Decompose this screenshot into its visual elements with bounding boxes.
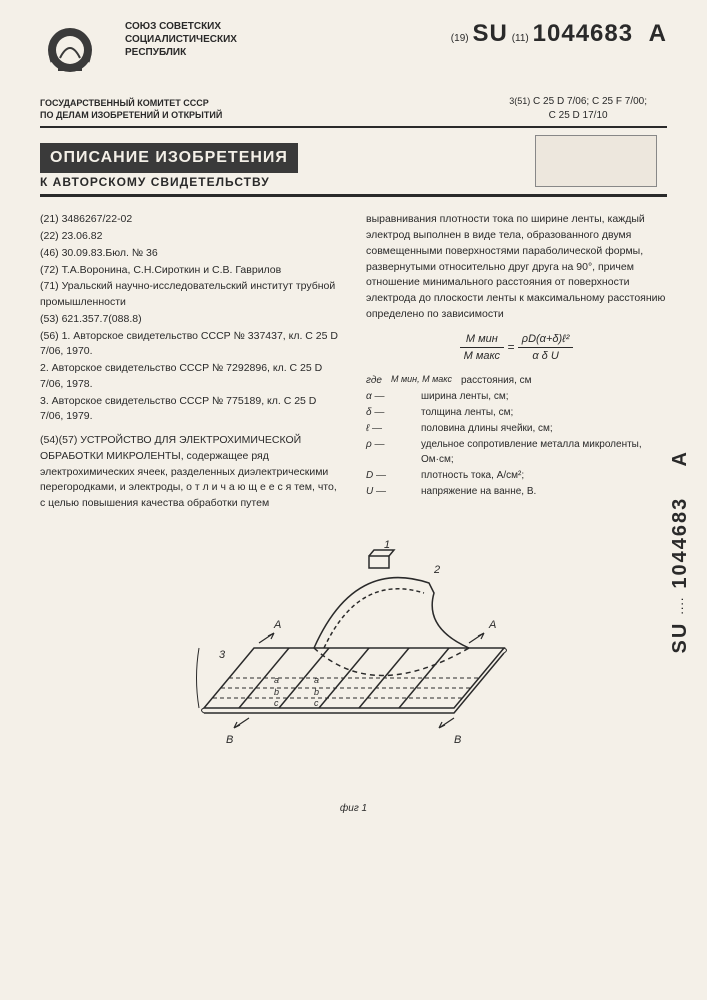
svg-text:a: a <box>274 675 279 685</box>
union-text: СОЮЗ СОВЕТСКИХ СОЦИАЛИСТИЧЕСКИХ РЕСПУБЛИ… <box>125 20 451 59</box>
doc-prefix: (19) <box>451 33 469 44</box>
class-prefix: 3(51) <box>509 96 530 106</box>
patent-page: СОЮЗ СОВЕТСКИХ СОЦИАЛИСТИЧЕСКИХ РЕСПУБЛИ… <box>0 0 707 1000</box>
where-sym-6: U — <box>366 484 421 499</box>
svg-text:a: a <box>314 675 319 685</box>
svg-text:c: c <box>314 698 319 708</box>
figure-area: 3 2 1 B B A A a a b b c c фиг 1 <box>0 528 707 814</box>
field-53: (53) 621.357.7(088.8) <box>40 312 341 328</box>
doc-num: 1044683 <box>533 20 633 47</box>
field-56-2: 2. Авторское свидетельство СССР № 729289… <box>40 361 341 393</box>
svg-text:b: b <box>314 687 319 697</box>
class-line-2: С 25 D 17/10 <box>549 110 608 121</box>
header: СОЮЗ СОВЕТСКИХ СОЦИАЛИСТИЧЕСКИХ РЕСПУБЛИ… <box>0 0 707 83</box>
side-num: 1044683 <box>669 497 691 589</box>
where-sym-1: α — <box>366 389 421 404</box>
where-row: U — напряжение на ванне, В. <box>366 484 667 499</box>
where-def-1: ширина ленты, см; <box>421 389 667 404</box>
figure-1-drawing: 3 2 1 B B A A a a b b c c <box>174 528 534 798</box>
where-prefix: где <box>366 373 391 388</box>
where-sym-2: δ — <box>366 405 421 420</box>
field-71: (71) Уральский научно-исследовательский … <box>40 279 341 311</box>
emblem-area <box>40 20 110 83</box>
para-1: выравнивания плотности тока по ширине ле… <box>366 212 667 322</box>
svg-text:A: A <box>488 619 496 631</box>
lhs-num: М мин <box>460 331 504 349</box>
left-column: (21) 3486267/22-02 (22) 23.06.82 (46) 30… <box>40 212 341 513</box>
title-main: ОПИСАНИЕ ИЗОБРЕТЕНИЯ <box>40 143 298 173</box>
side-sub: .... <box>675 596 685 614</box>
formula-rhs: ρD(α+δ)ℓ² α δ U <box>518 331 574 365</box>
union-line-1: СОЮЗ СОВЕТСКИХ <box>125 20 451 33</box>
figure-label: фиг 1 <box>0 803 707 814</box>
formula-lhs: М мин М макс <box>460 331 504 365</box>
field-56-3: 3. Авторское свидетельство СССР № 775189… <box>40 394 341 426</box>
where-def-3: половина длины ячейки, см; <box>421 421 667 436</box>
field-21: (21) 3486267/22-02 <box>40 212 341 228</box>
svg-text:1: 1 <box>384 539 390 551</box>
where-sym-3: ℓ — <box>366 421 421 436</box>
side-suffix: A <box>669 450 691 466</box>
rhs-den: α δ U <box>518 348 574 365</box>
field-72: (72) Т.А.Воронина, С.Н.Сироткин и С.В. Г… <box>40 263 341 279</box>
union-line-2: СОЦИАЛИСТИЧЕСКИХ <box>125 33 451 46</box>
where-sym-0: M мин, М макс <box>391 373 461 388</box>
svg-text:c: c <box>274 698 279 708</box>
where-row: α — ширина ленты, см; <box>366 389 667 404</box>
rhs-num: ρD(α+δ)ℓ² <box>518 331 574 349</box>
svg-text:2: 2 <box>433 564 440 576</box>
where-row: ρ — удельное сопротивление металла микро… <box>366 437 667 467</box>
columns: (21) 3486267/22-02 (22) 23.06.82 (46) 30… <box>40 212 667 513</box>
side-su: SU <box>669 622 691 654</box>
svg-text:B: B <box>454 734 461 746</box>
where-row: ℓ — половина длины ячейки, см; <box>366 421 667 436</box>
stamp-box <box>535 135 657 187</box>
where-def-0: расстояния, см <box>461 373 667 388</box>
field-56-1: (56) 1. Авторское свидетельство СССР № 3… <box>40 329 341 361</box>
divider-title <box>40 194 667 197</box>
where-sym-4: ρ — <box>366 437 421 467</box>
field-22: (22) 23.06.82 <box>40 229 341 245</box>
field-46: (46) 30.09.83.Бюл. № 36 <box>40 246 341 262</box>
lhs-den: М макс <box>460 348 504 365</box>
where-def-2: толщина ленты, см; <box>421 405 667 420</box>
classification: 3(51) С 25 D 7/06; С 25 F 7/00; С 25 D 1… <box>509 95 647 123</box>
union-line-3: РЕСПУБЛИК <box>125 46 451 59</box>
where-sym-5: D — <box>366 468 421 483</box>
where-row: D — плотность тока, А/см²; <box>366 468 667 483</box>
class-line-1: С 25 D 7/06; С 25 F 7/00; <box>533 96 647 107</box>
field-54: (54)(57) УСТРОЙСТВО ДЛЯ ЭЛЕКТРОХИМИЧЕСКО… <box>40 433 341 512</box>
ussr-emblem-icon <box>40 20 100 80</box>
formula: М мин М макс = ρD(α+δ)ℓ² α δ U <box>366 331 667 365</box>
where-row: δ — толщина ленты, см; <box>366 405 667 420</box>
svg-text:3: 3 <box>219 649 226 661</box>
where-row: где M мин, М макс расстояния, см <box>366 373 667 388</box>
doc-su: SU <box>472 20 507 47</box>
formula-eq: = <box>507 340 514 354</box>
where-def-4: удельное сопротивление металла микролент… <box>421 437 667 467</box>
right-column: выравнивания плотности тока по ширине ле… <box>366 212 667 513</box>
divider-top <box>40 126 667 128</box>
doc-number: (19) SU (11) 1044683 A <box>451 20 667 48</box>
svg-text:B: B <box>226 734 233 746</box>
where-def-6: напряжение на ванне, В. <box>421 484 667 499</box>
doc-suffix: A <box>649 20 667 47</box>
where-def-5: плотность тока, А/см²; <box>421 468 667 483</box>
svg-text:b: b <box>274 687 279 697</box>
where-block: где M мин, М макс расстояния, см α — шир… <box>366 373 667 499</box>
side-doc-number: SU .... 1044683 A <box>669 450 692 654</box>
doc-sub: (11) <box>512 33 529 44</box>
svg-text:A: A <box>273 619 281 631</box>
